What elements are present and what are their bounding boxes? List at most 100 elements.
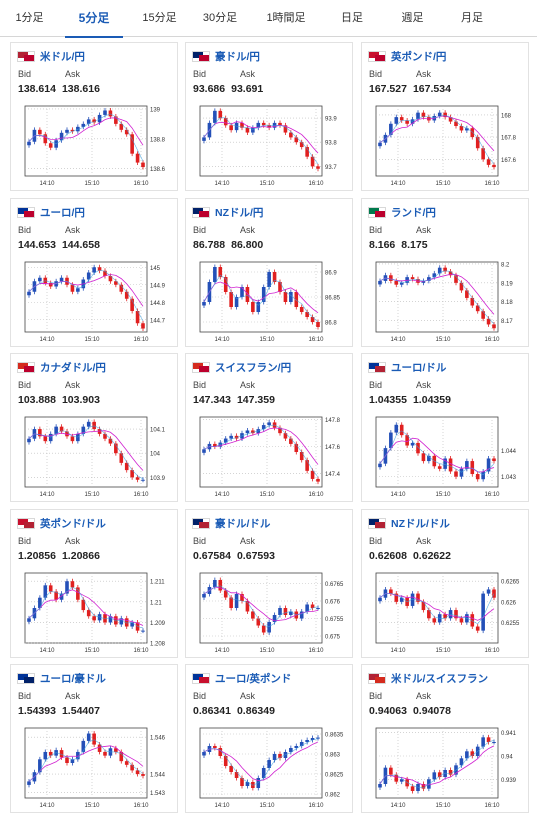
pair-name-link[interactable]: 英ポンド/円	[391, 50, 447, 63]
pair-name-link[interactable]: NZドル/円	[215, 206, 264, 219]
quote-labels: Bid Ask	[369, 691, 463, 701]
tab-4[interactable]: 1時間足	[266, 12, 306, 24]
tab-0[interactable]: 1分足	[15, 12, 44, 24]
tab-2[interactable]: 15分足	[142, 12, 177, 24]
candle	[448, 458, 453, 472]
pair-name-link[interactable]: 豪ドル/ドル	[215, 517, 271, 530]
y-tick-label: 0.863	[325, 753, 341, 759]
quote-values: 1.54393 1.54407	[18, 705, 106, 717]
tab-1[interactable]: 5分足	[59, 0, 129, 38]
candle	[76, 433, 80, 442]
candle	[443, 267, 447, 272]
candle	[202, 302, 206, 306]
candle	[310, 470, 315, 479]
bid-label: Bid	[18, 380, 32, 390]
price-chart[interactable]: 139 138.8 138.6 14:10 15:10 16:10	[11, 103, 179, 191]
pair-name-link[interactable]: 米ドル/円	[40, 50, 85, 63]
x-tick-label: 16:10	[133, 803, 149, 809]
pair-name-link[interactable]: ユーロ/英ポンド	[215, 672, 292, 685]
candle	[294, 746, 299, 748]
tab-7[interactable]: 月足	[461, 12, 483, 24]
price-chart[interactable]: 168 167.8 167.6 14:10 15:10 16:10	[362, 103, 530, 191]
timeframe-tabs: 1分足 5分足 15分足 30分足 1時間足 日足 週足 月足	[0, 0, 537, 38]
price-chart[interactable]: 0.941 0.94 0.939 14:10 15:10 16:10	[362, 725, 530, 813]
candle	[141, 323, 145, 329]
price-chart[interactable]: 93.9 93.8 93.7 14:10 15:10 16:10	[186, 103, 354, 191]
pair-name-link[interactable]: 豪ドル/円	[215, 50, 260, 63]
ask-label: Ask	[240, 536, 256, 546]
x-tick-label: 16:10	[133, 648, 149, 654]
tab-6[interactable]: 週足	[401, 12, 424, 24]
price-chart[interactable]: 1.044 1.043 14:10 15:10 16:10	[362, 414, 530, 502]
candle	[278, 754, 282, 758]
bid-label: Bid	[18, 69, 32, 79]
candle	[124, 618, 129, 627]
quote-labels: Bid Ask	[18, 380, 112, 390]
candle	[421, 784, 426, 789]
candle	[272, 272, 277, 282]
currency-flag-icon	[368, 517, 386, 529]
pair-name-link[interactable]: 英ポンド/ドル	[40, 517, 106, 530]
y-tick-label: 144.9	[150, 283, 166, 289]
price-chart[interactable]: 147.8 147.6 147.4 14:10 15:10 16:10	[186, 414, 354, 502]
pair-name-link[interactable]: カナダドル/円	[40, 361, 106, 374]
x-tick-label: 16:10	[308, 648, 324, 654]
price-chart[interactable]: 8.2 8.19 8.18 8.17 14:10 15:10 16:10	[362, 259, 530, 347]
pair-name-link[interactable]: 米ドル/スイスフラン	[391, 672, 489, 685]
candle	[59, 750, 64, 758]
candle	[272, 615, 277, 622]
price-chart[interactable]: 86.9 86.85 86.8 14:10 15:10 16:10	[186, 259, 354, 347]
candle	[223, 590, 228, 598]
candle	[213, 443, 217, 447]
candle	[316, 737, 320, 739]
candle	[486, 318, 491, 325]
bid-value: 147.343	[193, 394, 231, 406]
pair-name-link[interactable]: スイスフラン/円	[215, 361, 292, 374]
pair-name-link[interactable]: ユーロ/豪ドル	[40, 672, 106, 685]
candle	[305, 740, 309, 742]
price-chart[interactable]: 0.6765 0.676 0.6755 0.675 14:10 15:10 16:10	[186, 570, 354, 658]
candle	[48, 143, 53, 148]
price-chart[interactable]: 104.1 104 103.9 14:10 15:10 16:10	[11, 414, 179, 502]
candle	[229, 766, 233, 772]
price-chart[interactable]: 1.546 1.544 1.543 14:10 15:10 16:10	[11, 725, 179, 813]
pair-name-link[interactable]: NZドル/ドル	[391, 517, 450, 530]
bid-label: Bid	[193, 536, 207, 546]
x-tick-label: 14:10	[39, 648, 55, 654]
candle	[54, 591, 58, 600]
candle	[130, 134, 134, 154]
ask-value: 0.86349	[236, 705, 275, 717]
pair-name-link[interactable]: ユーロ/ドル	[391, 361, 447, 374]
candle	[234, 772, 239, 778]
candle	[454, 610, 458, 619]
card-header: 豪ドル/円	[192, 49, 260, 63]
x-tick-label: 14:10	[214, 181, 230, 187]
candle	[299, 142, 304, 148]
currency-flag-icon	[368, 361, 386, 373]
candle	[92, 733, 96, 745]
candle	[202, 449, 206, 453]
price-chart[interactable]: 1.211 1.21 1.209 1.208 14:10 15:10 16:10	[11, 570, 179, 658]
pair-name-link[interactable]: ユーロ/円	[40, 206, 85, 219]
pair-name-link[interactable]: ランド/円	[391, 206, 436, 219]
candle	[459, 282, 464, 291]
tab-5[interactable]: 日足	[341, 12, 363, 24]
card-header: ユーロ/ドル	[368, 360, 446, 374]
currency-flag-icon	[192, 517, 210, 529]
currency-flag-icon	[192, 361, 210, 373]
ask-value: 144.658	[61, 239, 100, 251]
price-chart[interactable]: 145 144.9 144.8 144.7 14:10 15:10 16:10	[11, 259, 179, 347]
price-chart[interactable]: 0.6265 0.626 0.6255 14:10 15:10 16:10	[362, 570, 530, 658]
candle	[299, 742, 304, 746]
card-header: NZドル/円	[192, 205, 263, 219]
ask-label: Ask	[416, 225, 432, 235]
candle	[119, 123, 124, 130]
candle	[70, 759, 75, 763]
candle	[48, 751, 53, 756]
candle	[27, 781, 31, 785]
candle	[305, 147, 309, 157]
moving-average-line	[379, 740, 495, 789]
candle	[38, 759, 42, 773]
price-chart[interactable]: 0.8635 0.863 0.8625 0.862 14:10 15:10 16:10	[186, 725, 354, 813]
tab-3[interactable]: 30分足	[202, 12, 238, 24]
